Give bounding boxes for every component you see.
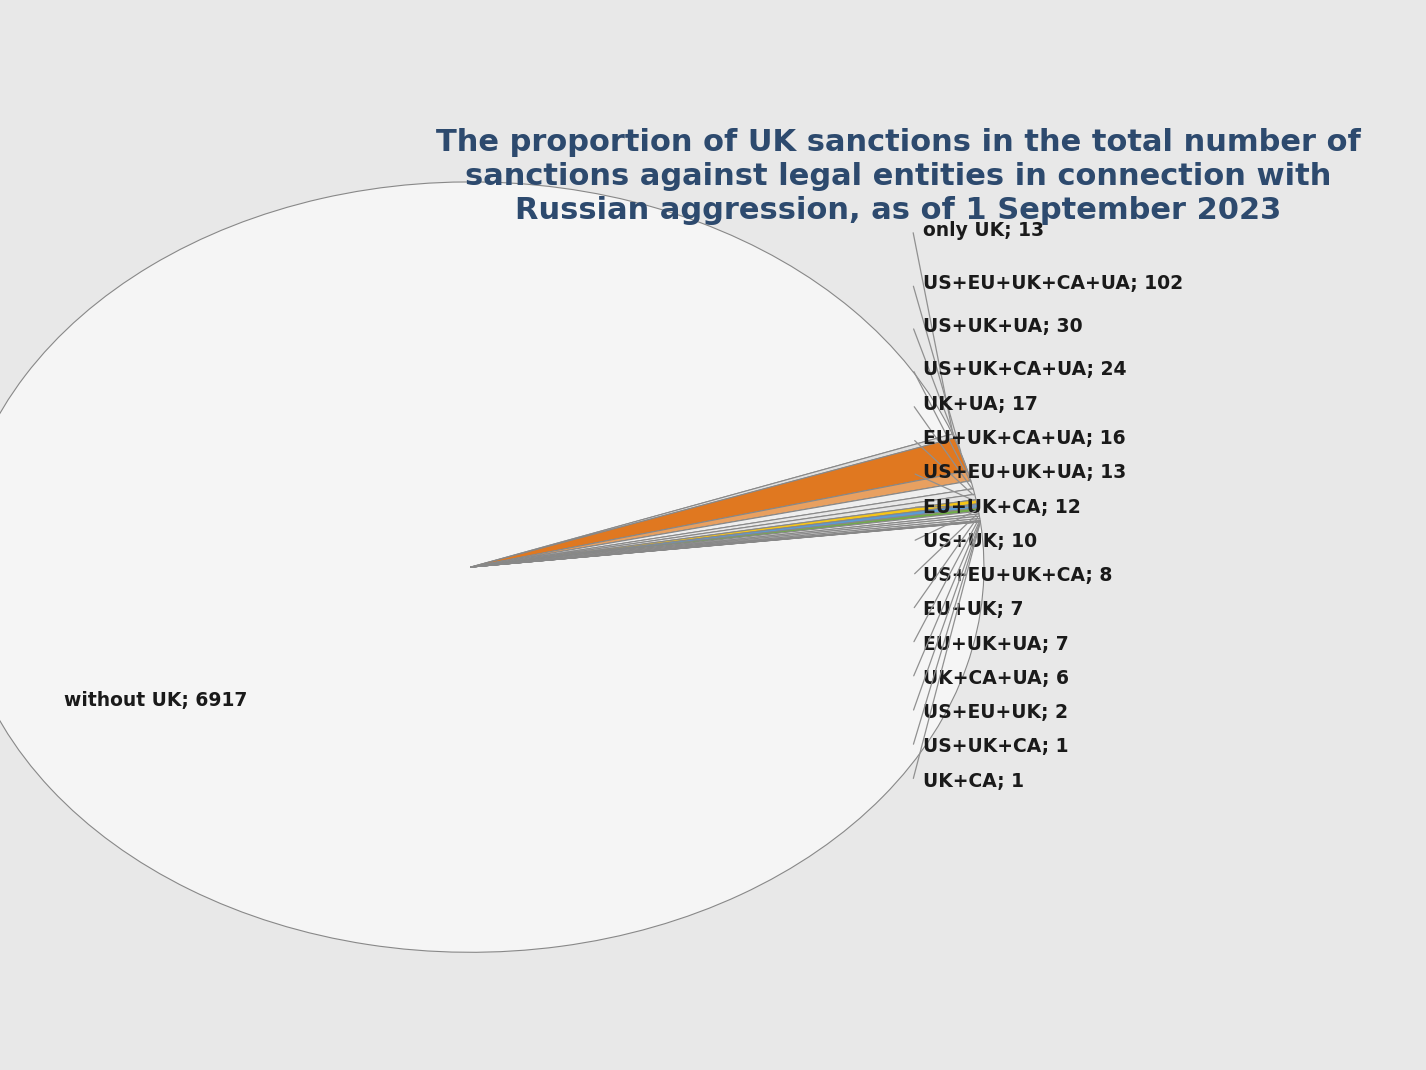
Wedge shape xyxy=(471,521,980,567)
Text: US+EU+UK+CA; 8: US+EU+UK+CA; 8 xyxy=(923,566,1112,585)
Text: US+EU+UK+UA; 13: US+EU+UK+UA; 13 xyxy=(923,463,1127,483)
Text: without UK; 6917: without UK; 6917 xyxy=(64,691,248,710)
Wedge shape xyxy=(471,511,980,567)
Text: The proportion of UK sanctions in the total number of
sanctions against legal en: The proportion of UK sanctions in the to… xyxy=(436,128,1360,225)
Wedge shape xyxy=(471,500,977,567)
Text: UK+CA+UA; 6: UK+CA+UA; 6 xyxy=(923,669,1068,688)
Wedge shape xyxy=(471,480,973,567)
Text: US+UK+CA+UA; 24: US+UK+CA+UA; 24 xyxy=(923,360,1127,379)
Text: only UK; 13: only UK; 13 xyxy=(923,220,1044,240)
Wedge shape xyxy=(471,489,975,567)
Wedge shape xyxy=(471,519,980,567)
Text: US+UK+UA; 30: US+UK+UA; 30 xyxy=(923,317,1082,336)
Wedge shape xyxy=(471,521,980,567)
Text: US+EU+UK+CA+UA; 102: US+EU+UK+CA+UA; 102 xyxy=(923,274,1182,293)
Text: EU+UK+CA; 12: EU+UK+CA; 12 xyxy=(923,498,1081,517)
Wedge shape xyxy=(471,438,968,567)
Text: UK+CA; 1: UK+CA; 1 xyxy=(923,771,1024,791)
Wedge shape xyxy=(471,494,975,567)
Text: US+EU+UK; 2: US+EU+UK; 2 xyxy=(923,703,1068,722)
Wedge shape xyxy=(471,521,981,567)
Text: EU+UK+UA; 7: EU+UK+UA; 7 xyxy=(923,635,1068,654)
Text: US+UK; 10: US+UK; 10 xyxy=(923,532,1037,551)
Text: UK+UA; 17: UK+UA; 17 xyxy=(923,395,1038,414)
Wedge shape xyxy=(471,434,954,567)
Text: US+UK+CA; 1: US+UK+CA; 1 xyxy=(923,737,1068,756)
Text: EU+UK+CA+UA; 16: EU+UK+CA+UA; 16 xyxy=(923,429,1125,448)
Wedge shape xyxy=(471,508,978,567)
Wedge shape xyxy=(471,471,971,567)
Wedge shape xyxy=(471,514,980,567)
Wedge shape xyxy=(471,516,980,567)
Wedge shape xyxy=(471,504,978,567)
Text: EU+UK; 7: EU+UK; 7 xyxy=(923,600,1022,620)
Wedge shape xyxy=(0,182,984,952)
